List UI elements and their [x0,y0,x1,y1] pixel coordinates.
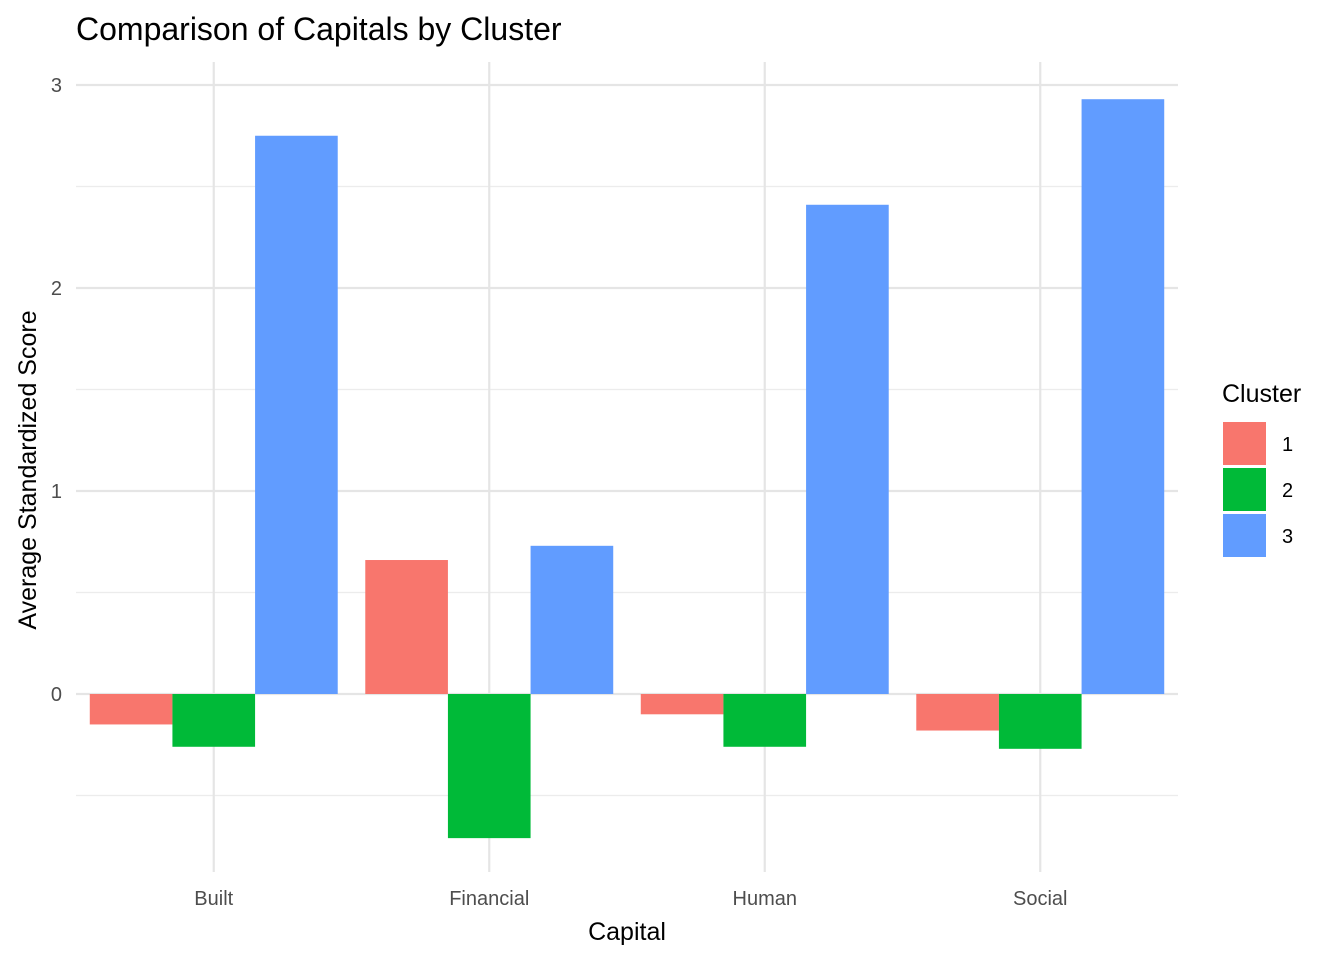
y-axis-ticks: 0 1 2 3 [51,75,62,706]
legend: Cluster 1 2 3 [1222,380,1301,557]
bar-financial-cluster-2 [447,694,531,839]
bar-social-cluster-2 [998,694,1082,749]
legend-label: 2 [1282,480,1293,502]
bar-human-cluster-1 [640,694,724,715]
bar-human-cluster-2 [723,694,807,747]
legend-title: Cluster [1222,380,1301,408]
y-tick-label: 2 [51,278,62,300]
legend-items: 1 2 3 [1223,422,1293,557]
bars [89,99,1165,839]
bar-human-cluster-3 [806,204,889,694]
bar-financial-cluster-3 [530,545,614,694]
legend-key-cluster-3 [1223,514,1266,557]
x-axis-title: Capital [588,918,666,946]
y-tick-label: 3 [51,75,62,97]
legend-key-cluster-1 [1223,422,1266,465]
x-axis-ticks: Built Financial Human Social [194,888,1067,910]
x-tick-label: Financial [449,888,529,910]
bar-built-cluster-1 [89,694,173,725]
legend-label: 3 [1282,526,1293,548]
y-axis-title: Average Standardized Score [14,310,42,629]
x-tick-label: Built [194,888,233,910]
legend-key-cluster-2 [1223,468,1266,511]
x-tick-label: Social [1013,888,1067,910]
grid [76,62,1178,872]
bar-built-cluster-3 [255,135,338,694]
y-tick-label: 1 [51,481,62,503]
x-tick-label: Human [733,888,797,910]
y-tick-label: 0 [51,684,62,706]
legend-label: 1 [1282,434,1293,456]
bar-built-cluster-2 [172,694,256,747]
chart-title: Comparison of Capitals by Cluster [76,11,562,47]
bar-financial-cluster-1 [365,560,448,694]
bar-social-cluster-1 [916,694,999,731]
bar-social-cluster-3 [1081,99,1165,694]
